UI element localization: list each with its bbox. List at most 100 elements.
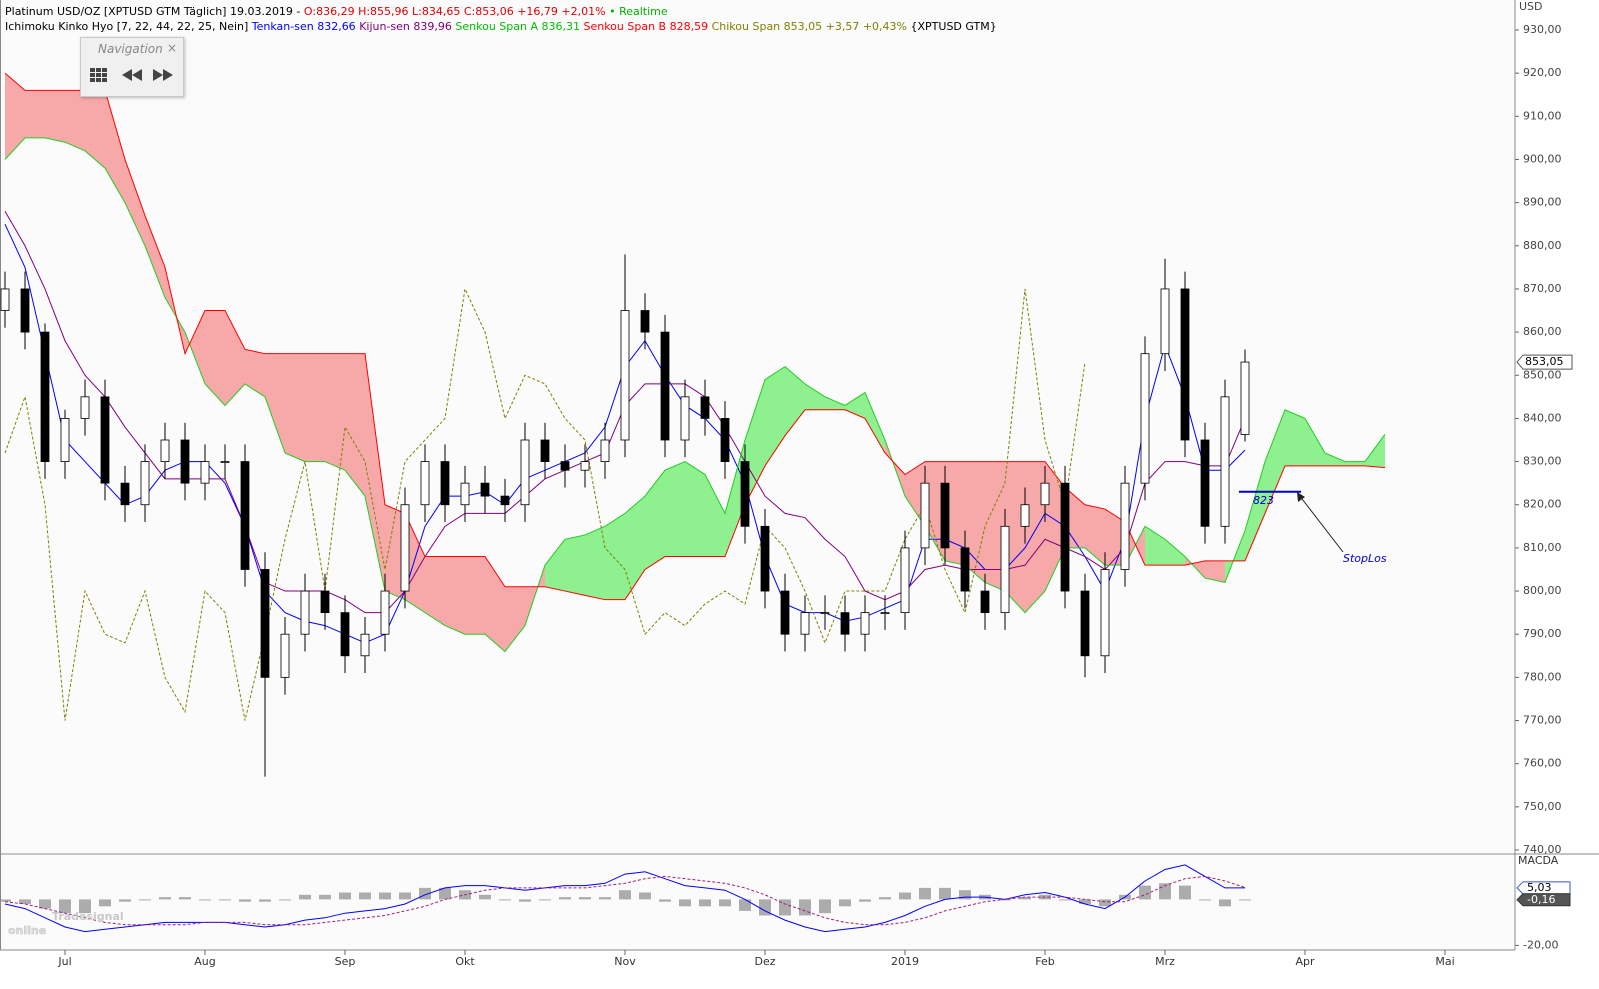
candle-body (600, 439, 610, 462)
candle-body (280, 633, 290, 678)
cloud-segment (385, 504, 405, 600)
y-tick-label: 780,00 (1523, 670, 1562, 683)
candle-body (0, 288, 10, 311)
candle-body (780, 590, 790, 635)
macd-histogram-bar (79, 899, 91, 914)
navigation-icons (90, 68, 173, 82)
y-tick-label: 870,00 (1523, 282, 1562, 295)
x-tick-label: Nov (614, 955, 636, 968)
macd-histogram-bar (819, 899, 831, 914)
y-tick-label: 800,00 (1523, 584, 1562, 597)
macd-histogram-bar (59, 899, 71, 914)
cloud-segment (725, 440, 745, 557)
candle-body (660, 331, 670, 441)
candle-body (1160, 288, 1170, 355)
candle-body (1240, 361, 1250, 435)
cloud-segment (265, 353, 285, 453)
candle-body (120, 482, 130, 506)
macd-histogram-bar (1219, 899, 1231, 907)
macd-histogram-bar (219, 899, 231, 901)
candle-body (820, 612, 830, 615)
header-part: • Realtime (606, 5, 668, 18)
cloud-segment (1305, 418, 1325, 466)
candle-body (900, 547, 910, 614)
cloud-segment (485, 556, 505, 652)
cloud-segment (545, 539, 565, 592)
macd-histogram-bar (1079, 899, 1091, 904)
indicator-line (4, 137, 1386, 653)
header-line2: Ichimoku Kinko Hyo [7, 22, 44, 22, 25, N… (5, 20, 997, 33)
header-part: Senkou Span A 836,31 (455, 20, 583, 33)
cloud-segment (125, 159, 145, 246)
cloud-segment (645, 470, 665, 570)
cloud-segment (405, 513, 425, 613)
macd-histogram-bar (919, 887, 931, 900)
grid-icon[interactable] (90, 68, 107, 82)
macd-histogram-bar (0, 899, 11, 902)
y-tick-label: 770,00 (1523, 714, 1562, 727)
indicator-line (4, 287, 1086, 721)
candle-body (840, 612, 850, 635)
macd-value-label: 5,03 (1527, 881, 1552, 894)
macd-histogram-bar (699, 899, 711, 907)
cloud-segment (565, 534, 585, 596)
cloud-segment (945, 461, 965, 566)
candle-body (180, 439, 190, 484)
header-line1: Platinum USD/OZ [XPTUSD GTM Täglich] 19.… (5, 5, 668, 18)
macd-histogram-bar (319, 894, 331, 900)
cloud-segment (625, 496, 645, 600)
candle-body (720, 418, 730, 462)
watermark-brand: Tradesignal (52, 910, 124, 923)
candle-body (1180, 288, 1190, 441)
candle-body (1120, 482, 1130, 570)
macd-histogram-bar (619, 890, 631, 900)
macd-histogram-bar (599, 897, 611, 900)
macd-histogram-bar (39, 899, 51, 909)
x-tick-label: Feb (1035, 955, 1054, 968)
y-tick-label: 790,00 (1523, 627, 1562, 640)
cloud-segment (225, 310, 245, 406)
stop-note: StopLos (1343, 552, 1387, 565)
forward-icon[interactable] (153, 69, 163, 81)
stop-arrow (1298, 494, 1344, 553)
macd-histogram-bar (779, 899, 791, 916)
macd-histogram-bar (139, 899, 151, 901)
x-tick-label: Jul (57, 955, 71, 968)
macd-histogram-bar (839, 899, 851, 907)
y-tick-label: 920,00 (1523, 66, 1562, 79)
macd-histogram-bar (239, 899, 251, 902)
y-tick-label: 840,00 (1523, 411, 1562, 424)
stop-label: 823 (1253, 494, 1274, 507)
macd-histogram-bar (439, 887, 451, 900)
candle-body (220, 461, 230, 463)
candle-body (300, 590, 310, 635)
macd-histogram-bar (479, 894, 491, 900)
navigation-panel[interactable]: Navigation × (80, 37, 184, 97)
candle-body (760, 525, 770, 592)
cloud-segment (865, 392, 885, 453)
candle-body (80, 396, 90, 419)
macd-histogram-bar (399, 892, 411, 900)
cloud-segment (665, 461, 685, 557)
candle-body (980, 590, 990, 614)
close-button[interactable]: × (166, 41, 177, 55)
cloud-segment (5, 73, 25, 160)
cloud-segment (145, 215, 165, 298)
candle-body (20, 288, 30, 333)
cloud-segment (1045, 461, 1065, 592)
cloud-segment (1085, 504, 1105, 566)
candle-body (1140, 353, 1150, 484)
candle-body (420, 461, 430, 506)
cloud-segment (105, 90, 125, 203)
y-tick-label: 820,00 (1523, 498, 1562, 511)
cloud-segment (185, 310, 205, 384)
candle-body (1200, 439, 1210, 527)
cloud-segment (505, 586, 525, 652)
rewind-icon[interactable] (122, 69, 132, 81)
candle-body (1080, 590, 1090, 657)
macd-histogram-bar (19, 899, 31, 904)
candle-body (520, 439, 530, 506)
macd-histogram-bar (119, 899, 131, 902)
candle-body (920, 482, 930, 549)
